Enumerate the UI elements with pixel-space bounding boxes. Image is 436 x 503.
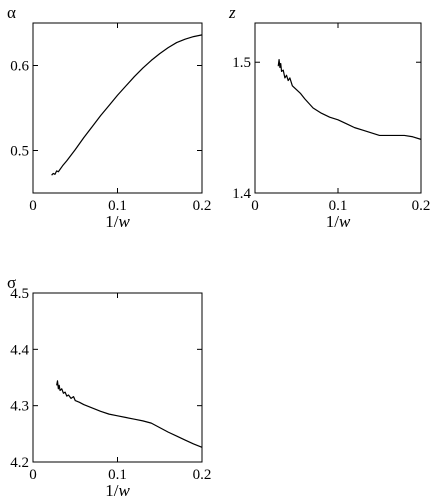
chart-panel-top-left: 0 0.1 0.2 0.5 0.6 α 1/w	[7, 3, 211, 231]
x-axis-label: 1/w	[105, 212, 130, 231]
x-tick-label: 0	[29, 467, 37, 483]
chart-panel-top-right: 0 0.1 0.2 1.4 1.5 z 1/w	[228, 3, 430, 231]
y-axis-label: σ	[7, 273, 16, 292]
x-tick-label: 0.2	[193, 467, 212, 483]
x-axis-label: 1/w	[105, 481, 130, 500]
x-tick-label: 0.1	[108, 467, 127, 483]
x-axis-label: 1/w	[326, 212, 351, 231]
x-tick-label: 0	[251, 198, 259, 214]
series-line	[277, 59, 422, 140]
y-tick-label: 4.3	[10, 399, 29, 415]
x-tick-label: 0.1	[108, 198, 127, 214]
y-tick-label: 0.6	[10, 59, 29, 75]
y-tick-label: 1.5	[232, 55, 251, 71]
chart-panel-bottom-left: 0 0.1 0.2 4.2 4.3 4.4 4.5σ 1/w	[7, 273, 211, 500]
y-tick-label: 4.2	[10, 455, 29, 471]
y-tick-label: 1.4	[232, 186, 251, 202]
y-axis-label: α	[7, 3, 16, 22]
x-tick-label: 0	[29, 198, 37, 214]
x-tick-label: 0.2	[412, 198, 431, 214]
series-line	[56, 380, 203, 448]
x-tick-label: 0.1	[329, 198, 348, 214]
series-line	[51, 34, 203, 176]
y-tick-label: 4.5	[10, 286, 29, 302]
x-tick-label: 0.2	[193, 198, 212, 214]
y-axis-label: z	[228, 3, 236, 22]
y-tick-label: 4.4	[10, 342, 29, 358]
y-tick-label: 0.5	[10, 144, 29, 160]
